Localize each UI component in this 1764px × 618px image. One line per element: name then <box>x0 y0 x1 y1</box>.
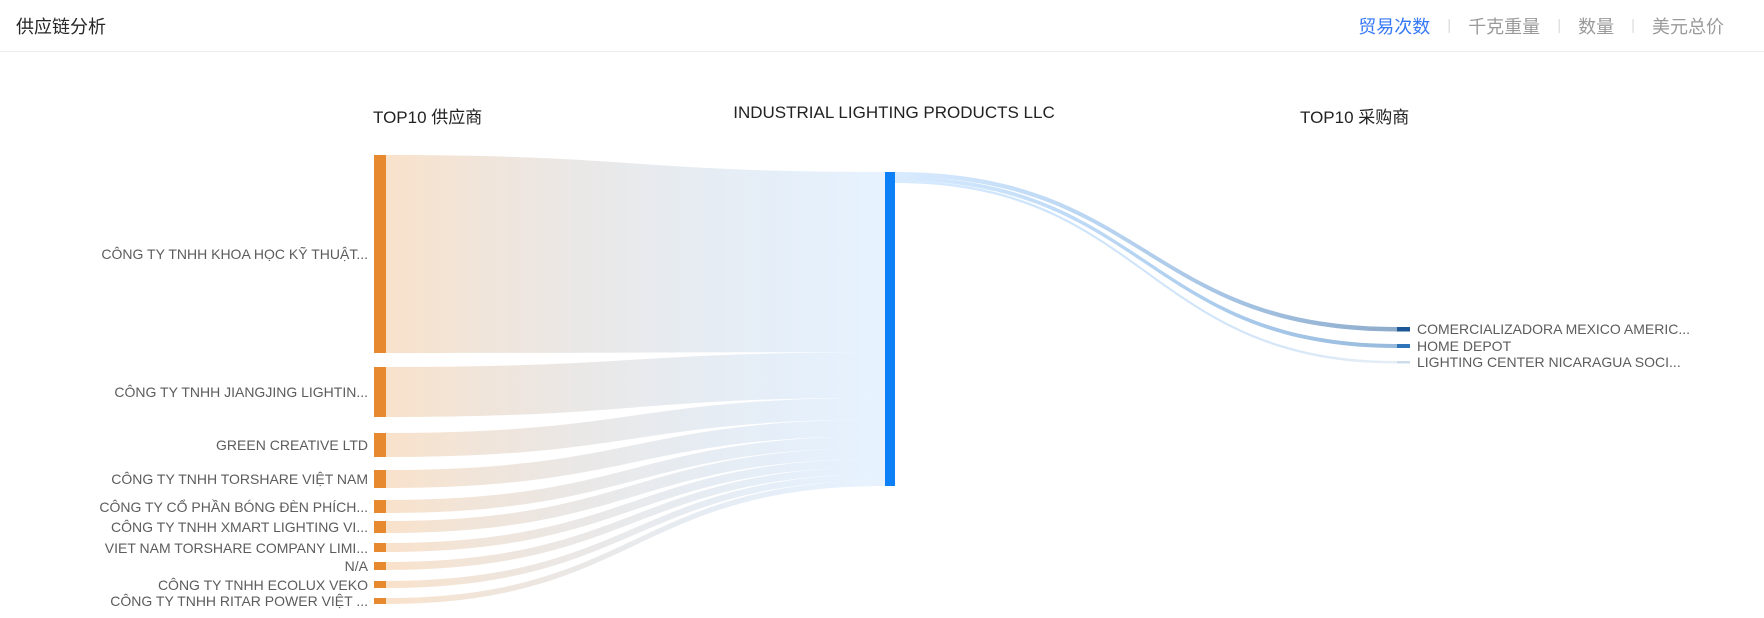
supplier-node-bar[interactable] <box>374 598 386 604</box>
column-header-company: INDUSTRIAL LIGHTING PRODUCTS LLC <box>733 103 1055 122</box>
supplier-label: VIET NAM TORSHARE COMPANY LIMI... <box>104 539 368 556</box>
tab-separator: | <box>1557 17 1562 34</box>
supplier-node-bar[interactable] <box>374 155 386 353</box>
supplier-node-bar[interactable] <box>374 500 386 513</box>
flow-supplier-ribbon[interactable] <box>386 397 885 457</box>
header-bar: 供应链分析 贸易次数 | 千克重量 | 数量 | 美元总价 <box>0 0 1764 52</box>
supplier-node-bar[interactable] <box>374 543 386 552</box>
flow-supplier-ribbon[interactable] <box>386 155 885 353</box>
column-header-buyers: TOP10 采购商 <box>1300 108 1410 127</box>
tab-trade-count[interactable]: 贸易次数 <box>1358 16 1431 37</box>
flow-supplier-ribbon[interactable] <box>386 480 885 604</box>
supplier-label: CÔNG TY TNHH KHOA HỌC KỸ THUẬT... <box>101 246 368 262</box>
supplier-node-bar[interactable] <box>374 470 386 488</box>
tab-weight-kg[interactable]: 千克重量 <box>1468 16 1541 37</box>
flow-supplier-ribbon[interactable] <box>386 458 885 552</box>
buyer-label: COMERCIALIZADORA MEXICO AMERIC... <box>1417 321 1691 338</box>
tab-separator: | <box>1631 17 1635 34</box>
tab-separator: | <box>1447 17 1452 34</box>
supplier-node-bar[interactable] <box>374 367 386 417</box>
supplier-label: CÔNG TY TNHH RITAR POWER VIỆT ... <box>110 593 368 609</box>
flow-supplier-ribbon[interactable] <box>386 435 885 513</box>
flow-buyer-ribbon[interactable] <box>895 176 1397 349</box>
supplier-label: CÔNG TY TNHH JIANGJING LIGHTIN... <box>114 384 368 400</box>
supplier-label: GREEN CREATIVE LTD <box>216 437 368 453</box>
supplier-label: CÔNG TY CỔ PHẦN BÓNG ĐÈN PHÍCH... <box>99 498 368 515</box>
flow-supplier-ribbon[interactable] <box>386 474 885 588</box>
supplier-label: CÔNG TY TNHH XMART LIGHTING VI... <box>111 519 368 535</box>
supplier-node-bar[interactable] <box>374 521 386 533</box>
flow-supplier-ribbon[interactable] <box>386 419 885 488</box>
metric-tabs: 贸易次数 | 千克重量 | 数量 | 美元总价 <box>1356 13 1726 39</box>
page-title: 供应链分析 <box>16 16 106 37</box>
tab-quantity[interactable]: 数量 <box>1578 16 1615 37</box>
flow-buyer-ribbon[interactable] <box>895 172 1397 332</box>
flow-supplier-ribbon[interactable] <box>386 466 885 570</box>
flow-buyer-ribbon[interactable] <box>895 180 1397 364</box>
supplier-label: N/A <box>344 558 368 574</box>
supplier-node-bar[interactable] <box>374 562 386 570</box>
supplier-node-bar[interactable] <box>374 433 386 457</box>
buyer-node-bar[interactable] <box>1397 344 1410 348</box>
buyer-node-bar[interactable] <box>1397 361 1410 364</box>
company-node-bar[interactable] <box>885 172 895 486</box>
flow-supplier-ribbon[interactable] <box>386 447 885 533</box>
tab-usd-total[interactable]: 美元总价 <box>1652 16 1724 37</box>
buyer-node-bar[interactable] <box>1397 327 1410 332</box>
flow-supplier-ribbon[interactable] <box>386 352 885 417</box>
supplier-node-bar[interactable] <box>374 581 386 588</box>
supplier-label: CÔNG TY TNHH TORSHARE VIỆT NAM <box>111 471 368 487</box>
column-header-suppliers: TOP10 供应商 <box>373 108 483 127</box>
supplier-label: CÔNG TY TNHH ECOLUX VEKO <box>157 576 368 593</box>
buyer-label: HOME DEPOT <box>1417 338 1512 354</box>
buyer-label: LIGHTING CENTER NICARAGUA SOCI... <box>1417 354 1681 371</box>
